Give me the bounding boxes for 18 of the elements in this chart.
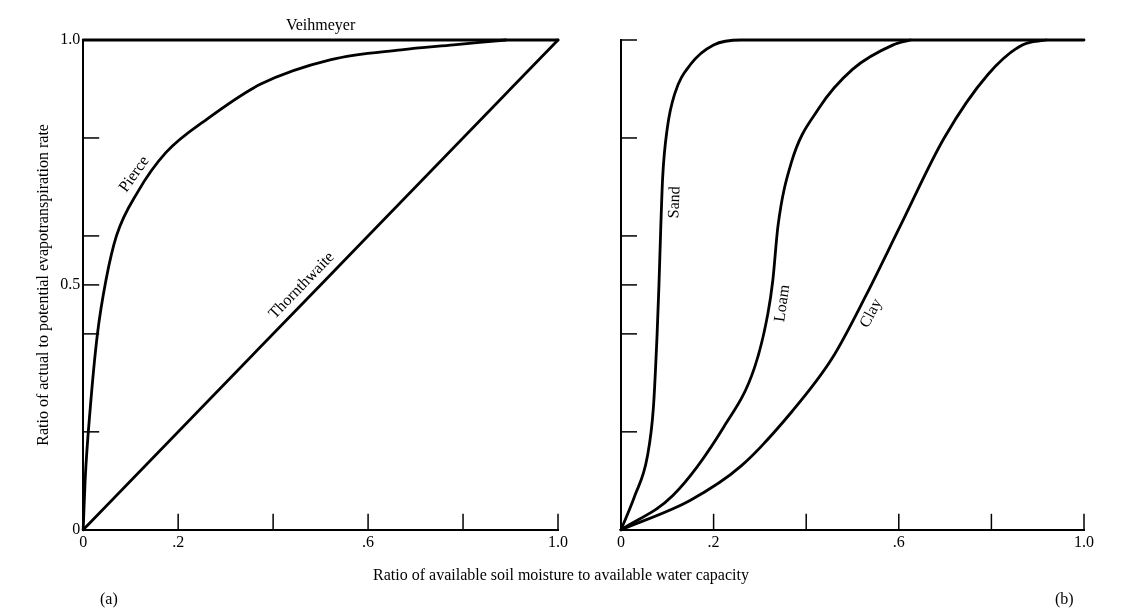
y-tick-label: 0 [72,520,81,537]
y-tick-label: 1.0 [60,30,81,48]
text: Loam [770,282,793,323]
x-tick-label: .2 [172,532,185,550]
y-axis-title: Ratio of actual to potential evapotranspiration rate [33,124,52,446]
x-tick-label: .2 [707,532,720,550]
x-axis-title: Ratio of available soil moisture to available water capacity [372,566,750,584]
text: (a) [100,590,118,608]
x-tick-label: .6 [362,532,375,550]
y-tick-label: 0.5 [60,275,81,293]
x-tick-label: 1.0 [1074,532,1094,550]
text: Clay [855,295,886,331]
x-tick-label: 0 [617,532,625,550]
text: Sand [664,186,683,219]
x-tick-label: .6 [892,532,905,550]
x-tick-label: 1.0 [548,532,568,550]
text: (b) [1055,590,1074,608]
series-label: Veihmeyer [285,16,356,35]
